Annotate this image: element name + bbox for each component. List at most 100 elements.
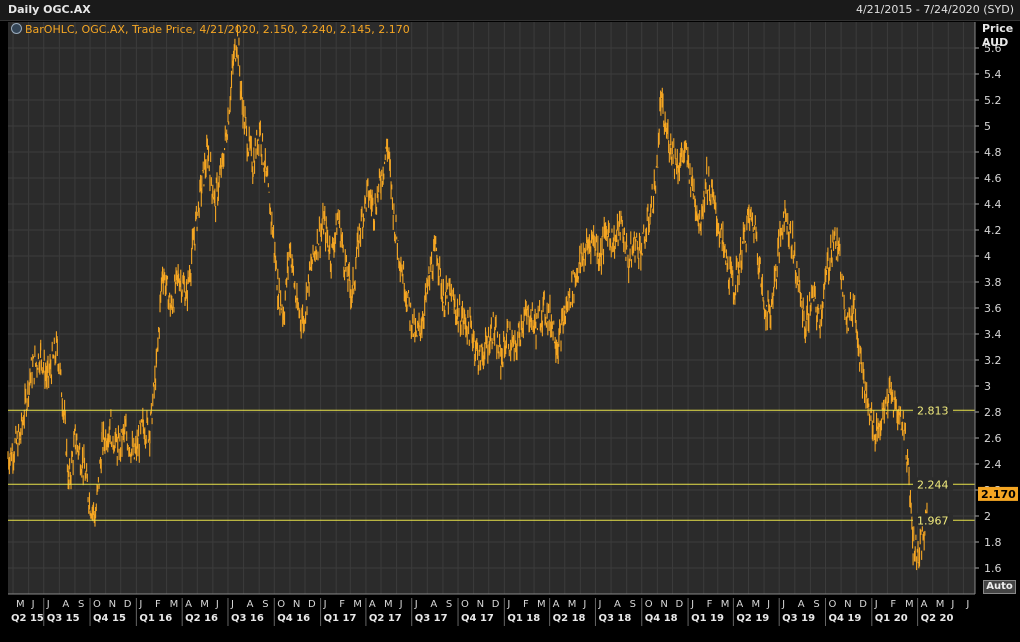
y-tick-label: 5 [984,120,991,133]
series-legend[interactable]: BarOHLC, OGC.AX, Trade Price, 4/21/2020,… [11,23,410,36]
x-quarter-label: Q4 17 [461,613,494,624]
x-month-label: J [399,599,403,610]
level-label-bg [913,477,953,491]
x-month-label: D [492,599,500,610]
x-month-label: S [446,599,452,610]
x-month-label: S [630,599,636,610]
x-month-label: M [384,599,393,610]
auto-scale-button[interactable]: Auto [983,580,1016,594]
x-quarter-label: Q3 15 [47,613,80,624]
level-label: 2.244 [917,478,949,491]
x-month-label: N [109,599,116,610]
x-month-label: M [721,599,730,610]
y-tick-label: 4.6 [984,172,1002,185]
x-quarter-label: Q2 15 [11,613,44,624]
x-quarter-label: Q3 17 [415,613,448,624]
x-month-label: S [813,599,819,610]
y-tick-label: 3 [984,380,991,393]
y-tick-label: 2.6 [984,432,1002,445]
x-quarter-label: Q4 16 [277,613,310,624]
x-month-label: J [138,599,142,610]
x-month-label: O [828,599,836,610]
price-series [7,24,928,571]
x-month-label: A [369,599,376,610]
x-month-label: M [200,599,209,610]
x-quarter-label: Q1 17 [324,613,357,624]
y-tick-label: 4.2 [984,224,1002,237]
x-quarter-label: Q2 19 [736,613,769,624]
y-tick-label: 1.6 [984,562,1002,575]
legend-settings-icon[interactable] [11,23,22,34]
y-tick-label: 3.4 [984,328,1002,341]
x-month-label: A [553,599,560,610]
x-month-label: F [707,599,713,610]
x-month-label: D [859,599,867,610]
x-month-label: F [339,599,345,610]
x-quarter-label: Q4 15 [93,613,126,624]
x-month-label: M [16,599,25,610]
last-price-label: 2.170 [981,488,1016,501]
y-tick-label: 2.4 [984,458,1002,471]
x-month-label: M [751,599,760,610]
x-month-label: F [155,599,161,610]
x-quarter-label: Q2 16 [185,613,218,624]
x-month-label: D [308,599,316,610]
y-axis-title-currency: AUD [982,36,1009,49]
x-month-label: A [185,599,192,610]
x-month-label: A [736,599,743,610]
x-month-label: A [62,599,69,610]
x-month-label: J [215,599,219,610]
x-month-label: J [766,599,770,610]
x-quarter-label: Q2 17 [369,613,402,624]
x-quarter-label: Q2 20 [921,613,954,624]
y-tick-label: 4.8 [984,146,1002,159]
x-month-label: O [461,599,469,610]
x-quarter-label: Q3 16 [231,613,264,624]
x-month-label: N [844,599,851,610]
x-month-label: O [645,599,653,610]
y-tick-label: 5.4 [984,68,1002,81]
y-tick-label: 5.2 [984,94,1002,107]
y-tick-label: 3.6 [984,302,1002,315]
x-quarter-label: Q3 19 [782,613,815,624]
y-tick-label: 4 [984,250,991,263]
y-axis-title-price: Price [982,22,1014,35]
x-month-label: F [523,599,529,610]
title-bar: Daily OGC.AX 4/21/2015 - 7/24/2020 (SYD) [0,0,1020,21]
x-month-label: F [890,599,896,610]
x-month-label: A [921,599,928,610]
y-tick-label: 3.2 [984,354,1002,367]
date-range: 4/21/2015 - 7/24/2020 (SYD) [855,3,1014,16]
x-quarter-label: Q1 20 [875,613,908,624]
x-month-label: S [78,599,84,610]
x-month-label: A [614,599,621,610]
x-quarter-label: Q2 18 [553,613,586,624]
x-month-label: J [582,599,586,610]
x-month-label: O [277,599,285,610]
chart-title: Daily OGC.AX [8,3,91,16]
x-month-label: M [537,599,546,610]
x-quarter-label: Q4 19 [828,613,861,624]
y-tick-label: 4.4 [984,198,1002,211]
x-month-label: J [950,599,954,610]
x-month-label: A [430,599,437,610]
x-month-label: N [293,599,300,610]
x-month-label: J [414,599,418,610]
x-month-label: S [262,599,268,610]
x-month-label: A [798,599,805,610]
y-tick-label: 5.6 [984,42,1002,55]
x-month-label: J [781,599,785,610]
y-tick-label: 3.8 [984,276,1002,289]
level-label-bg [913,403,953,417]
x-month-label: D [675,599,683,610]
y-tick-label: 2 [984,510,991,523]
x-month-label: M [568,599,577,610]
x-month-label: M [353,599,362,610]
x-quarter-label: Q1 18 [507,613,540,624]
x-month-label: N [660,599,667,610]
x-month-label: M [170,599,179,610]
y-tick-label: 2.8 [984,406,1002,419]
level-label: 2.813 [917,404,949,417]
